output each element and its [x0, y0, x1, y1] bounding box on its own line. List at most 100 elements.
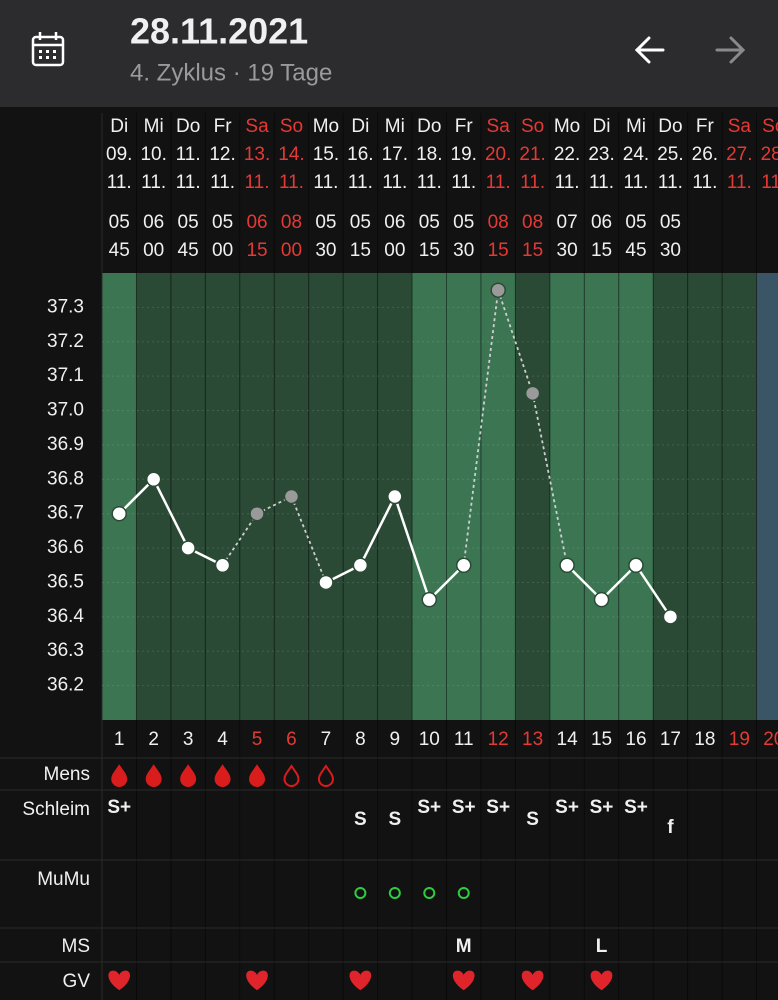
weekday: Sa: [245, 116, 269, 137]
y-tick-label: 37.2: [47, 331, 84, 352]
date: 17.: [382, 144, 408, 165]
time: 45: [109, 240, 130, 261]
mens-drop: [317, 764, 334, 787]
gv-heart: [590, 970, 613, 991]
temperature-point: [593, 591, 610, 608]
month: 11.: [107, 172, 132, 193]
time: 30: [660, 240, 681, 261]
temperature-point: [318, 574, 334, 591]
month: 11.: [176, 172, 201, 193]
column-shade: [412, 273, 447, 720]
day-number: 9: [390, 729, 401, 750]
y-tick-label: 36.7: [47, 503, 84, 524]
y-tick-label: 36.6: [47, 537, 84, 558]
time: 30: [315, 240, 336, 261]
date: 21.: [519, 144, 545, 165]
month: 11.: [761, 172, 778, 193]
time: 15: [522, 240, 543, 261]
y-tick-label: 37.3: [47, 296, 84, 317]
column-shade: [343, 273, 378, 720]
temperature-point: [559, 557, 575, 574]
day-number: 17: [660, 729, 681, 750]
column-shade: [308, 273, 344, 720]
time: 05: [419, 212, 440, 233]
day-number: 1: [114, 729, 125, 750]
schleim-value: S+: [555, 797, 579, 818]
column-shade: [687, 273, 723, 720]
calendar-button[interactable]: [31, 32, 65, 67]
schleim-value: S+: [417, 797, 441, 818]
temperature-point: [524, 385, 541, 402]
schleim-value: S: [526, 809, 539, 830]
column-shade: [584, 273, 619, 720]
column-shade: [549, 273, 585, 720]
date: 25.: [657, 144, 683, 165]
mumu-marker: [423, 887, 436, 899]
temperature-line: [428, 564, 465, 601]
weekday: Di: [593, 116, 611, 137]
date: 15.: [313, 144, 339, 165]
gv-heart: [246, 970, 268, 991]
gv-heart: [521, 970, 544, 991]
mens-drop: [249, 764, 266, 787]
y-tick-label: 37.0: [47, 400, 84, 421]
y-tick-label: 36.9: [47, 434, 84, 455]
day-number: 6: [286, 729, 297, 750]
day-number: 2: [148, 729, 159, 750]
day-number: 20: [763, 729, 778, 750]
temperature-point: [628, 557, 644, 574]
schleim-value: S+: [486, 797, 510, 818]
date: 11.: [176, 144, 201, 165]
weekday: Fr: [455, 116, 474, 137]
gv-heart: [452, 970, 475, 991]
weekday: So: [521, 116, 544, 137]
time: 08: [522, 212, 543, 233]
time: 06: [384, 212, 405, 233]
day-number: 3: [183, 729, 194, 750]
time: 30: [453, 240, 474, 261]
time: 05: [109, 212, 130, 233]
row-label: MS: [62, 936, 91, 957]
time: 08: [281, 212, 302, 233]
time: 00: [384, 240, 405, 261]
prev-button[interactable]: [634, 36, 665, 64]
gv-heart: [349, 970, 372, 991]
month: 11.: [210, 172, 235, 193]
time: 05: [625, 212, 646, 233]
day-number: 4: [217, 729, 228, 750]
time: 06: [591, 212, 612, 233]
time: 05: [660, 212, 681, 233]
time: 06: [143, 212, 164, 233]
weekday: Fr: [214, 116, 233, 137]
temperature-point: [214, 557, 231, 574]
day-number: 11: [454, 729, 474, 750]
date: 28.: [761, 144, 778, 165]
day-number: 7: [321, 729, 332, 750]
time: 15: [488, 240, 509, 261]
column-shade: [722, 273, 757, 720]
weekday: Mi: [385, 116, 405, 137]
gv-heart: [108, 970, 131, 991]
y-tick-label: 36.8: [47, 468, 84, 489]
weekday: So: [280, 116, 303, 137]
time: 08: [488, 212, 509, 233]
weekday: Do: [658, 116, 682, 137]
column-shade: [205, 273, 240, 720]
temperature-point: [249, 505, 265, 522]
time: 15: [419, 240, 440, 261]
time: 00: [281, 240, 302, 261]
column-shade: [446, 273, 481, 720]
day-number: 19: [729, 729, 750, 750]
month: 11.: [451, 172, 476, 193]
weekday: Mo: [554, 116, 580, 137]
weekday: Mo: [313, 116, 339, 137]
mens-drop: [145, 764, 162, 787]
row-label: GV: [63, 971, 91, 992]
column-shade: [515, 273, 550, 720]
time: 00: [143, 240, 164, 261]
next-button[interactable]: [715, 36, 746, 64]
chart-layer: 36.2 36.3 36.4 36.5 36.6 36.7 36.8 36.9 37.0 37.1…: [0, 113, 778, 1000]
time: 06: [246, 212, 267, 233]
title: 28.11.2021: [130, 11, 308, 52]
